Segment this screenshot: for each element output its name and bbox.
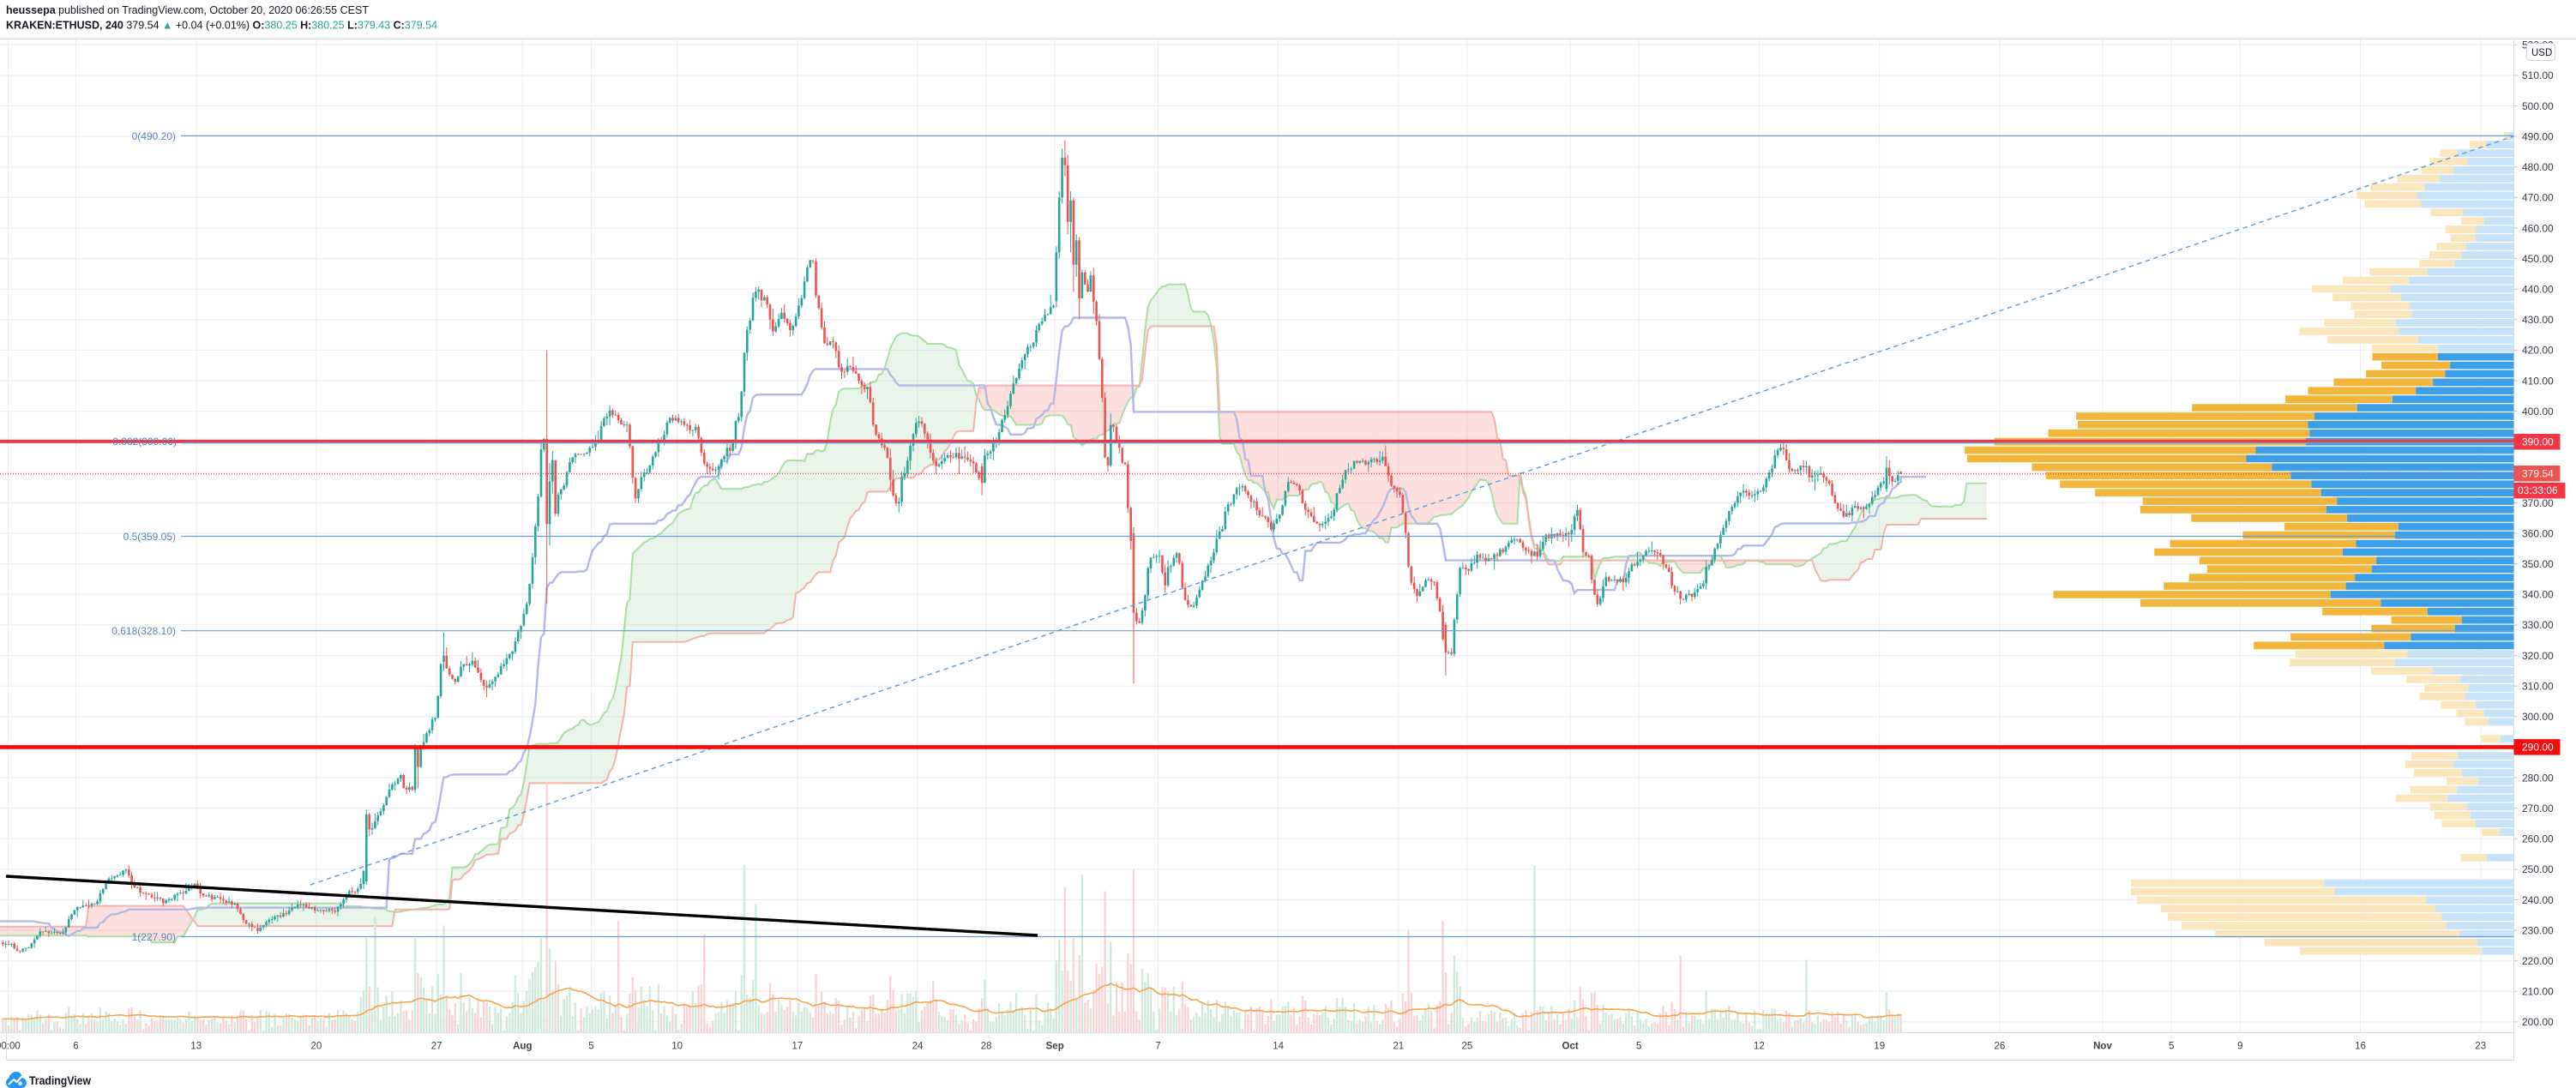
- svg-text:00:00: 00:00: [0, 1042, 21, 1052]
- svg-text:390.00: 390.00: [2522, 436, 2554, 448]
- svg-text:430.00: 430.00: [2522, 314, 2554, 326]
- svg-text:210.00: 210.00: [2522, 986, 2554, 998]
- svg-text:420.00: 420.00: [2522, 345, 2554, 357]
- svg-text:220.00: 220.00: [2522, 955, 2554, 967]
- svg-text:5: 5: [2169, 1042, 2174, 1052]
- svg-text:200.00: 200.00: [2522, 1016, 2554, 1028]
- svg-text:340.00: 340.00: [2522, 589, 2554, 601]
- svg-text:heussepa published on TradingV: heussepa published on TradingView.com, O…: [6, 4, 369, 16]
- svg-text:Aug: Aug: [513, 1042, 532, 1052]
- svg-text:0.618(328.10): 0.618(328.10): [111, 625, 176, 637]
- svg-text:24: 24: [912, 1042, 924, 1052]
- svg-text:Sep: Sep: [1046, 1042, 1064, 1052]
- svg-text:12: 12: [1754, 1042, 1765, 1052]
- svg-text:350.00: 350.00: [2522, 558, 2554, 570]
- svg-text:17: 17: [791, 1042, 803, 1052]
- svg-text:13: 13: [190, 1042, 202, 1052]
- svg-text:480.00: 480.00: [2522, 161, 2554, 173]
- svg-text:0.382(390.00): 0.382(390.00): [112, 436, 177, 448]
- svg-text:440.00: 440.00: [2522, 284, 2554, 296]
- svg-text:23: 23: [2475, 1042, 2486, 1052]
- svg-text:Oct: Oct: [1562, 1042, 1579, 1052]
- svg-text:14: 14: [1273, 1042, 1284, 1052]
- svg-text:19: 19: [1874, 1042, 1885, 1052]
- svg-text:410.00: 410.00: [2522, 375, 2554, 387]
- svg-text:03:33:06: 03:33:06: [2518, 484, 2558, 496]
- svg-text:450.00: 450.00: [2522, 253, 2554, 265]
- svg-text:290.00: 290.00: [2522, 742, 2554, 754]
- svg-text:240.00: 240.00: [2522, 894, 2554, 906]
- svg-text:500.00: 500.00: [2522, 100, 2554, 112]
- svg-text:460.00: 460.00: [2522, 222, 2554, 234]
- svg-text:9: 9: [2237, 1042, 2242, 1052]
- svg-text:5: 5: [1636, 1042, 1641, 1052]
- svg-text:400.00: 400.00: [2522, 406, 2554, 418]
- svg-text:KRAKEN:ETHUSD, 240 379.54 ▲ +0: KRAKEN:ETHUSD, 240 379.54 ▲ +0.04 (+0.01…: [6, 20, 437, 32]
- svg-text:6: 6: [73, 1042, 78, 1052]
- svg-text:320.00: 320.00: [2522, 650, 2554, 662]
- svg-text:16: 16: [2355, 1042, 2366, 1052]
- svg-text:Nov: Nov: [2093, 1042, 2112, 1052]
- svg-text:280.00: 280.00: [2522, 772, 2554, 784]
- svg-text:300.00: 300.00: [2522, 711, 2554, 723]
- svg-text:510.00: 510.00: [2522, 69, 2554, 81]
- svg-text:330.00: 330.00: [2522, 619, 2554, 631]
- svg-text:28: 28: [981, 1042, 992, 1052]
- svg-text:270.00: 270.00: [2522, 802, 2554, 814]
- svg-text:379.54: 379.54: [2522, 468, 2554, 480]
- svg-text:21: 21: [1393, 1042, 1404, 1052]
- svg-text:260.00: 260.00: [2522, 833, 2554, 845]
- svg-text:370.00: 370.00: [2522, 497, 2554, 509]
- svg-text:26: 26: [1995, 1042, 2006, 1052]
- svg-text:5: 5: [588, 1042, 593, 1052]
- svg-text:0(490.20): 0(490.20): [132, 130, 176, 142]
- svg-text:470.00: 470.00: [2522, 192, 2554, 204]
- svg-text:7: 7: [1155, 1042, 1160, 1052]
- svg-text:230.00: 230.00: [2522, 924, 2554, 936]
- svg-text:10: 10: [671, 1042, 683, 1052]
- svg-text:TradingView: TradingView: [29, 1073, 91, 1087]
- svg-text:25: 25: [1462, 1042, 1473, 1052]
- svg-text:360.00: 360.00: [2522, 527, 2554, 539]
- svg-text:27: 27: [431, 1042, 442, 1052]
- svg-text:490.00: 490.00: [2522, 130, 2554, 142]
- svg-text:0.5(359.05): 0.5(359.05): [123, 531, 176, 543]
- svg-text:310.00: 310.00: [2522, 681, 2554, 693]
- svg-text:USD: USD: [2531, 48, 2552, 58]
- svg-text:20: 20: [311, 1042, 322, 1052]
- svg-text:1(227.90): 1(227.90): [132, 931, 176, 943]
- svg-text:250.00: 250.00: [2522, 863, 2554, 875]
